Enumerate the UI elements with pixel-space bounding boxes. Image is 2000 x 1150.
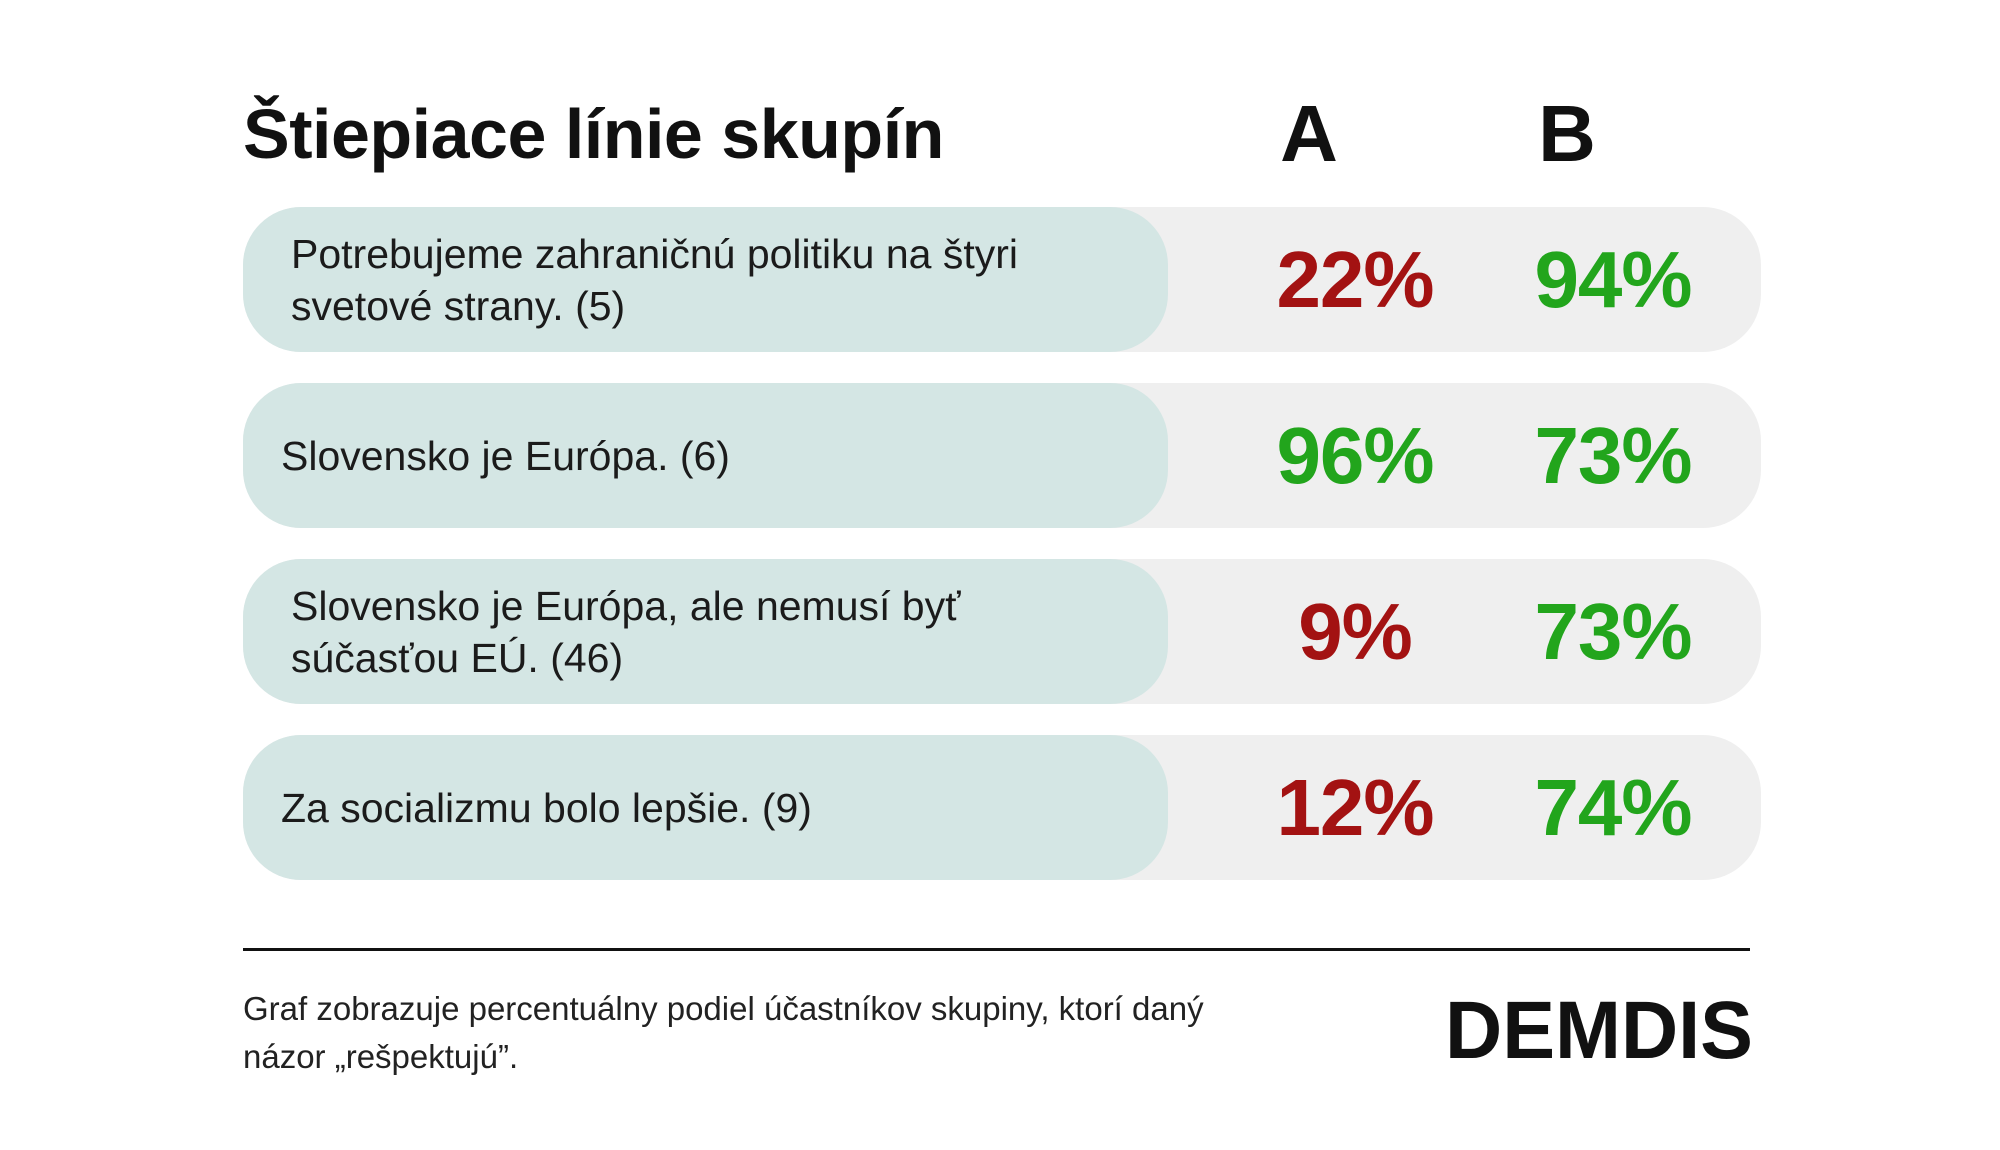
value-b: 73%	[1534, 410, 1692, 500]
statement-label: Za socializmu bolo lepšie. (9)	[243, 735, 1168, 880]
footnote-line: názor „rešpektujú”.	[243, 1038, 519, 1075]
value-b: 73%	[1534, 586, 1692, 676]
value-a: 22%	[1276, 234, 1434, 324]
column-header-a: A	[1280, 89, 1338, 178]
demdis-logo: DEMDIS	[1445, 985, 1753, 1070]
statement-label: Slovensko je Európa. (6)	[243, 383, 1168, 528]
value-a: 9%	[1298, 586, 1413, 676]
chart-title: Štiepiace línie skupín	[243, 95, 944, 173]
logo-text: DEMDIS	[1445, 985, 1753, 1070]
table-row: Slovensko je Európa, ale nemusí byť súča…	[243, 559, 1761, 704]
footnote-line: Graf zobrazuje percentuálny podiel účast…	[243, 990, 1204, 1027]
statement-line: svetové strany. (5)	[291, 282, 626, 329]
statement-line: Slovensko je Európa, ale nemusí byť	[291, 582, 961, 629]
value-b: 94%	[1534, 234, 1692, 324]
table-row: Za socializmu bolo lepšie. (9) 12% 74%	[243, 735, 1761, 880]
statement-line: súčasťou EÚ. (46)	[291, 634, 624, 681]
value-b: 74%	[1534, 762, 1692, 852]
value-a: 96%	[1276, 410, 1434, 500]
statement-line: Potrebujeme zahraničnú politiku na štyri	[291, 230, 1018, 277]
statement-label: Slovensko je Európa, ale nemusí byť súča…	[243, 559, 1168, 704]
column-header-b: B	[1538, 89, 1596, 178]
value-a: 12%	[1276, 762, 1434, 852]
statement-line: Za socializmu bolo lepšie. (9)	[281, 784, 812, 831]
footnote: Graf zobrazuje percentuálny podiel účast…	[243, 985, 1253, 1081]
statement-line: Slovensko je Európa. (6)	[281, 432, 730, 479]
statement-label: Potrebujeme zahraničnú politiku na štyri…	[243, 207, 1168, 352]
divider	[243, 948, 1750, 951]
table-row: Potrebujeme zahraničnú politiku na štyri…	[243, 207, 1761, 352]
table-row: Slovensko je Európa. (6) 96% 73%	[243, 383, 1761, 528]
statement-rows: Potrebujeme zahraničnú politiku na štyri…	[243, 207, 1761, 880]
